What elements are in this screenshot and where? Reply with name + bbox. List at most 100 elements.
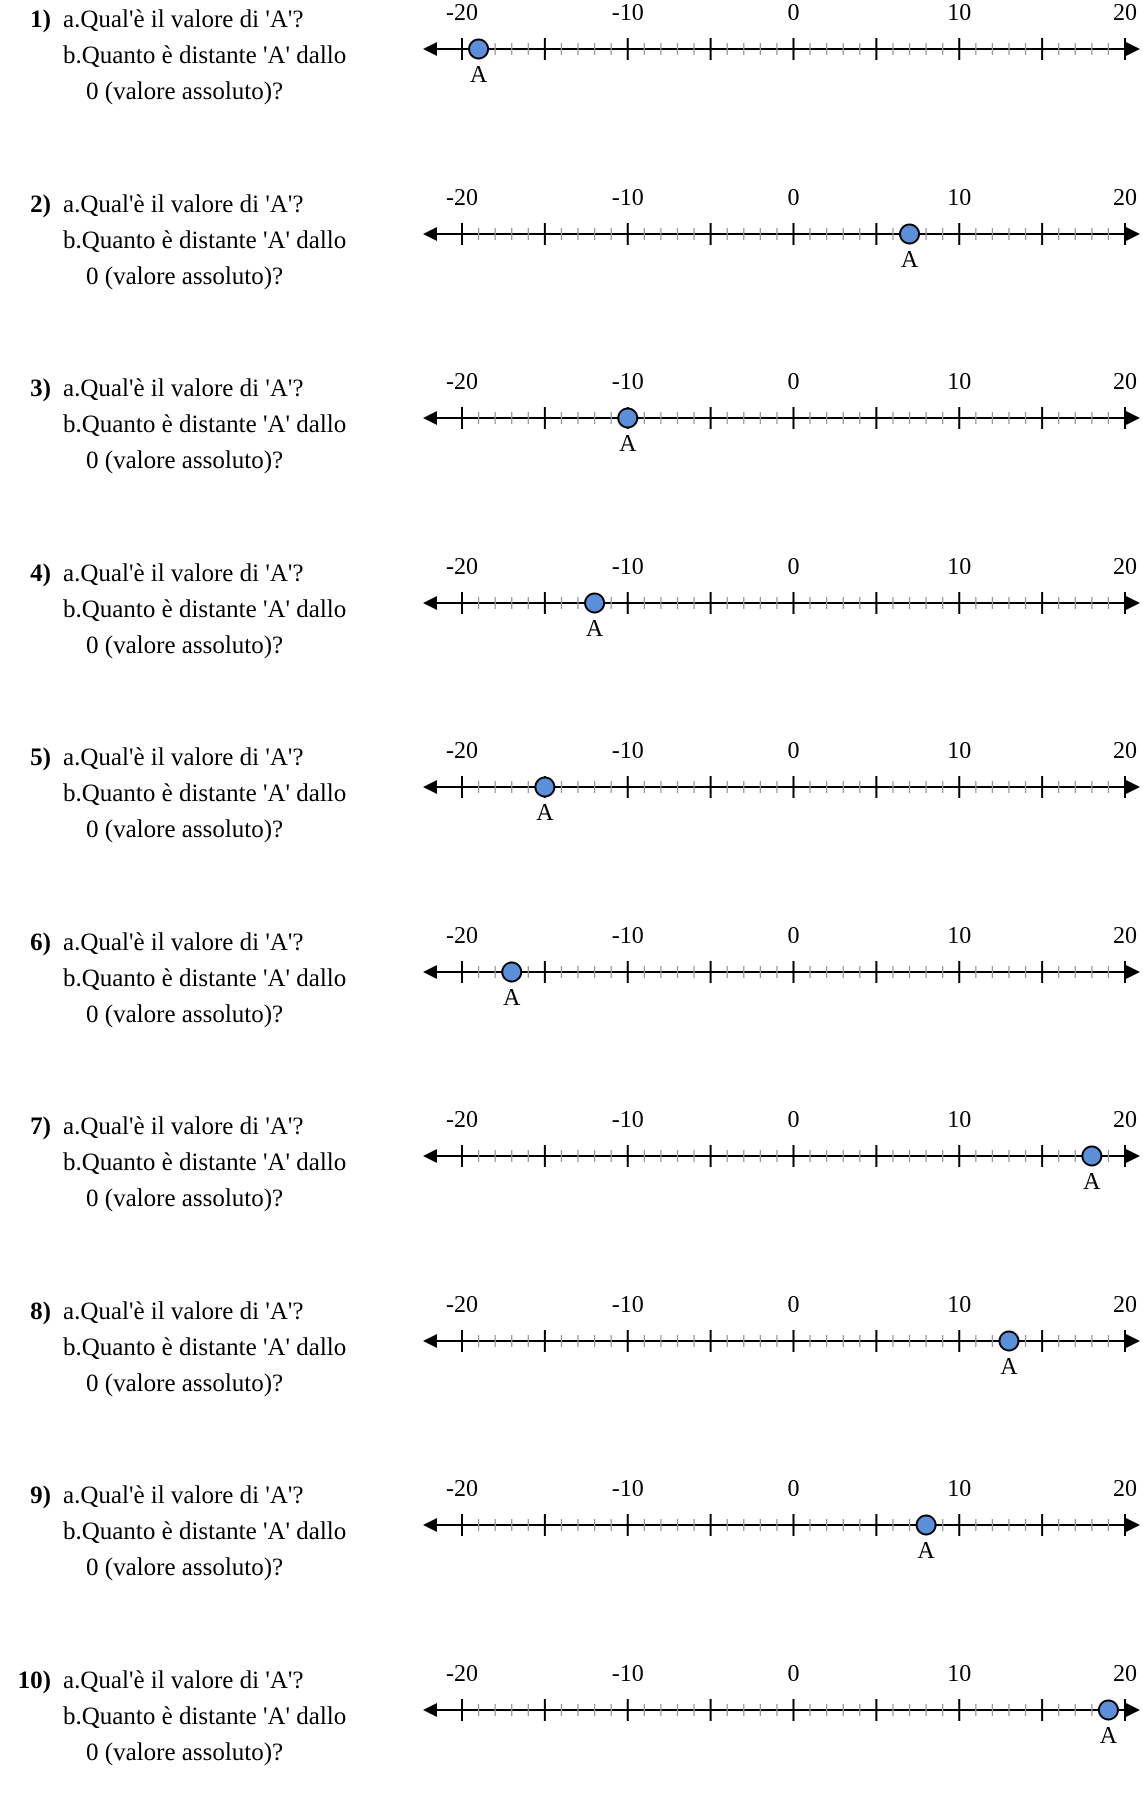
number-line: -20 -10 0 10 20 A bbox=[423, 554, 1140, 642]
tick-label: 0 bbox=[788, 1661, 800, 1687]
question-a: a.Qual'è il valore di 'A'? bbox=[63, 928, 304, 956]
tick-label: 20 bbox=[1113, 1107, 1137, 1133]
question-b: b.Quanto è distante 'A' dallo bbox=[63, 595, 347, 623]
tick-label: 10 bbox=[947, 1476, 971, 1502]
question-b-continuation: 0 (valore assoluto)? bbox=[86, 1000, 284, 1028]
problem: 7) a.Qual'è il valore di 'A'? b.Quanto è d… bbox=[0, 1107, 1143, 1259]
question-b-continuation: 0 (valore assoluto)? bbox=[86, 1369, 284, 1397]
tick-label: 20 bbox=[1113, 738, 1137, 764]
tick-label: 20 bbox=[1113, 1476, 1137, 1502]
question-a: a.Qual'è il valore di 'A'? bbox=[63, 559, 304, 587]
question-b-continuation: 0 (valore assoluto)? bbox=[86, 447, 284, 474]
point-marker bbox=[534, 776, 556, 798]
tick-label: -20 bbox=[446, 923, 478, 949]
tick-label: 20 bbox=[1113, 185, 1137, 211]
tick-label: 0 bbox=[788, 1476, 800, 1502]
question-b: b.Quanto è distante 'A' dallo bbox=[63, 1149, 347, 1176]
right-arrow-icon bbox=[1126, 964, 1140, 979]
number-line: -20 -10 0 10 20 A bbox=[423, 1292, 1140, 1380]
point-marker bbox=[915, 1514, 937, 1536]
tick-label: -10 bbox=[612, 369, 644, 395]
tick-label: 0 bbox=[788, 923, 800, 949]
tick-label: 0 bbox=[788, 369, 800, 395]
point-label: A bbox=[917, 1538, 935, 1564]
right-arrow-icon bbox=[1126, 780, 1140, 794]
tick-label: 20 bbox=[1113, 0, 1137, 26]
left-arrow-icon bbox=[423, 42, 437, 56]
tick-label: 10 bbox=[947, 369, 971, 395]
tick-label: 0 bbox=[788, 185, 800, 211]
tick-label: 10 bbox=[947, 738, 971, 764]
right-arrow-icon bbox=[1126, 42, 1140, 56]
tick-label: 0 bbox=[788, 738, 800, 764]
problem-number: 8) bbox=[30, 1297, 51, 1325]
left-arrow-icon bbox=[423, 964, 437, 979]
number-line: -20 -10 0 10 20 A bbox=[423, 185, 1140, 273]
question-b-continuation: 0 (valore assoluto)? bbox=[86, 78, 284, 105]
point-label: A bbox=[536, 800, 554, 826]
problem-number: 7) bbox=[30, 1113, 51, 1140]
question-b: b.Quanto è distante 'A' dallo bbox=[63, 1702, 347, 1730]
problem-number: 4) bbox=[30, 559, 51, 587]
right-arrow-icon bbox=[1126, 1149, 1140, 1163]
right-arrow-icon bbox=[1126, 1333, 1140, 1348]
left-arrow-icon bbox=[423, 780, 437, 794]
tick-label: 20 bbox=[1113, 1292, 1137, 1318]
point-label: A bbox=[586, 616, 604, 642]
left-arrow-icon bbox=[423, 595, 437, 610]
number-line: -20 -10 0 10 20 A bbox=[423, 1107, 1140, 1195]
number-line: -20 -10 0 10 20 A bbox=[423, 1476, 1140, 1564]
problem: 9) a.Qual'è il valore di 'A'? b.Quanto è d… bbox=[0, 1476, 1143, 1628]
problem: 6) a.Qual'è il valore di 'A'? b.Quanto è d… bbox=[0, 923, 1143, 1075]
tick-label: 0 bbox=[788, 1292, 800, 1318]
question-a: a.Qual'è il valore di 'A'? bbox=[63, 1297, 304, 1325]
problem-number: 5) bbox=[30, 744, 51, 771]
left-arrow-icon bbox=[423, 411, 437, 425]
number-line: -20 -10 0 10 20 A bbox=[423, 0, 1140, 88]
question-a: a.Qual'è il valore di 'A'? bbox=[63, 1482, 304, 1509]
problem-number: 9) bbox=[30, 1482, 51, 1509]
number-line: -20 -10 0 10 20 A bbox=[423, 738, 1140, 826]
number-line: -20 -10 0 10 20 A bbox=[423, 369, 1140, 457]
tick-label: 10 bbox=[947, 554, 971, 580]
tick-label: 10 bbox=[947, 185, 971, 211]
tick-label: -10 bbox=[612, 1476, 644, 1502]
point-label: A bbox=[901, 247, 919, 273]
problem-number: 6) bbox=[30, 928, 51, 956]
tick-label: -10 bbox=[612, 1107, 644, 1133]
tick-label: 0 bbox=[788, 0, 800, 26]
problem: 3) a.Qual'è il valore di 'A'? b.Quanto è d… bbox=[0, 369, 1143, 521]
question-a: a.Qual'è il valore di 'A'? bbox=[63, 1113, 304, 1140]
question-a: a.Qual'è il valore di 'A'? bbox=[63, 190, 304, 218]
question-a: a.Qual'è il valore di 'A'? bbox=[63, 744, 304, 771]
point-marker bbox=[899, 223, 921, 244]
right-arrow-icon bbox=[1126, 595, 1140, 610]
point-marker bbox=[617, 407, 639, 429]
question-b-continuation: 0 (valore assoluto)? bbox=[86, 816, 284, 843]
point-marker bbox=[468, 38, 490, 60]
tick-label: -20 bbox=[446, 554, 478, 580]
tick-label: -20 bbox=[446, 0, 478, 26]
question-b-continuation: 0 (valore assoluto)? bbox=[86, 1185, 284, 1212]
question-a: a.Qual'è il valore di 'A'? bbox=[63, 375, 304, 402]
tick-label: -20 bbox=[446, 1661, 478, 1687]
point-label: A bbox=[1083, 1169, 1101, 1195]
question-b: b.Quanto è distante 'A' dallo bbox=[63, 964, 347, 992]
tick-label: 0 bbox=[788, 554, 800, 580]
tick-label: -20 bbox=[446, 1107, 478, 1133]
tick-label: 20 bbox=[1113, 1661, 1137, 1687]
point-marker bbox=[1097, 1699, 1119, 1720]
tick-label: 20 bbox=[1113, 923, 1137, 949]
tick-label: -10 bbox=[612, 554, 644, 580]
tick-label: -10 bbox=[612, 0, 644, 26]
tick-label: -10 bbox=[612, 1292, 644, 1318]
point-marker bbox=[584, 592, 606, 613]
right-arrow-icon bbox=[1126, 411, 1140, 425]
point-label: A bbox=[1000, 1354, 1018, 1380]
left-arrow-icon bbox=[423, 1149, 437, 1163]
point-label: A bbox=[1100, 1723, 1118, 1749]
problem-number: 1) bbox=[30, 6, 51, 33]
problem: 4) a.Qual'è il valore di 'A'? b.Quanto è d… bbox=[0, 554, 1143, 706]
tick-label: -10 bbox=[612, 923, 644, 949]
right-arrow-icon bbox=[1126, 1702, 1140, 1717]
